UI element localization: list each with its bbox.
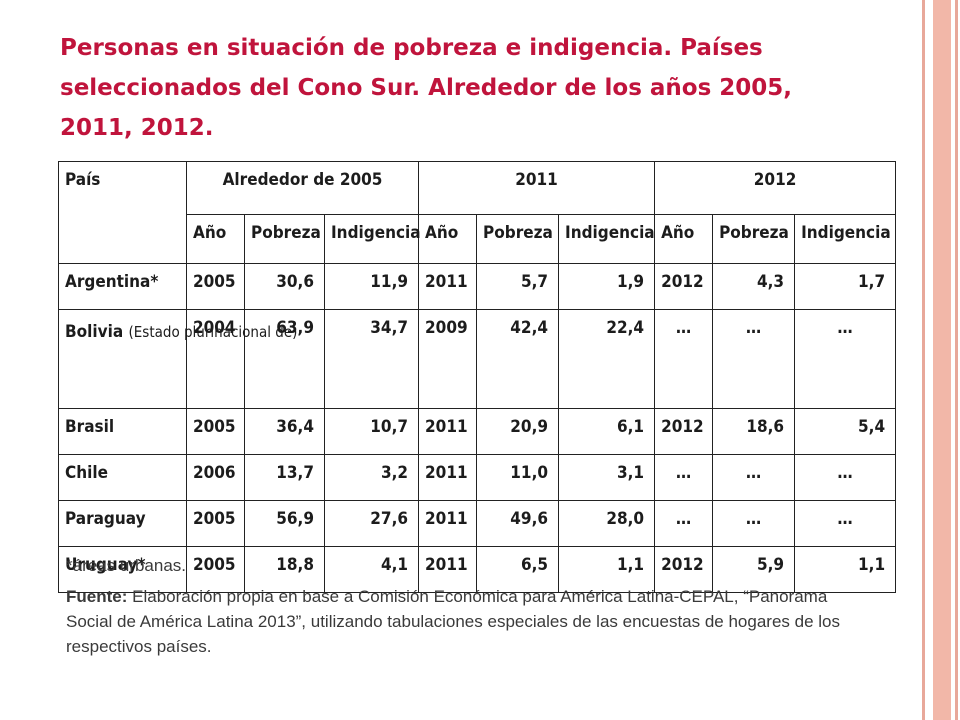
table-cell: 1,1 <box>794 546 897 593</box>
table-cell: 2011 <box>418 500 478 547</box>
table-cell: 5,7 <box>476 263 560 310</box>
table-cell: 30,6 <box>244 263 325 310</box>
table-cell: 3,2 <box>323 454 420 501</box>
table-row: Uruguay* 2005 18,8 4,1 2011 6,5 1,1 2012… <box>58 546 897 593</box>
table-cell: 2011 <box>418 408 478 455</box>
table-cell: 3,1 <box>558 454 656 501</box>
table-cell: 2005 <box>186 408 245 455</box>
table-cell: 6,1 <box>558 408 656 455</box>
table-cell: … <box>712 454 796 501</box>
table-cell: … <box>712 500 796 547</box>
country-name: Argentina* <box>58 263 187 310</box>
table-cell: 2012 <box>654 408 714 455</box>
table-cell: 2005 <box>186 546 245 593</box>
subheader-indigence: Indigencia <box>558 214 656 264</box>
table-cell: 11,9 <box>323 263 420 310</box>
country-name: Paraguay <box>58 500 187 547</box>
table-cell: … <box>654 309 714 409</box>
table-cell: 1,7 <box>794 263 897 310</box>
table-cell: … <box>794 500 897 547</box>
table-cell: … <box>794 454 897 501</box>
table-cell: 18,6 <box>712 408 796 455</box>
table-cell: 2005 <box>186 500 245 547</box>
table-cell: 2012 <box>654 263 714 310</box>
table-cell: … <box>654 454 714 501</box>
country-header: País <box>58 161 187 264</box>
table-cell: 63,9 <box>244 309 325 409</box>
table-cell: 4,1 <box>323 546 420 593</box>
table-cell: 11,0 <box>476 454 560 501</box>
footnotes: *áreas urbanas. Fuente: Elaboración prop… <box>66 553 856 659</box>
subheader-indigence: Indigencia <box>323 214 421 264</box>
table-cell: … <box>794 309 897 409</box>
decorative-right-border <box>916 0 960 720</box>
table-row: Chile 2006 13,7 3,2 2011 11,0 3,1 … … … <box>58 454 897 501</box>
table-cell: 28,0 <box>558 500 656 547</box>
poverty-table: País Alrededor de 2005 2011 2012 Año Pob… <box>58 161 897 593</box>
subheader-year: Año <box>186 214 245 264</box>
subheader-year: Año <box>418 214 478 264</box>
table-cell: 2004 <box>186 309 245 409</box>
group-header-2012: 2012 <box>654 161 897 215</box>
table-cell: … <box>654 500 714 547</box>
table-cell: … <box>712 309 796 409</box>
table-cell: 2011 <box>418 454 478 501</box>
group-header-2011: 2011 <box>418 161 656 215</box>
table-cell: 42,4 <box>476 309 560 409</box>
table-cell: 2005 <box>186 263 245 310</box>
table-row: Brasil 2005 36,4 10,7 2011 20,9 6,1 2012… <box>58 408 897 455</box>
table-cell: 2011 <box>418 546 478 593</box>
subheader-poverty: Pobreza <box>712 214 796 264</box>
table-cell: 10,7 <box>323 408 420 455</box>
country-name: Bolivia (Estado plurinacional de) <box>58 309 297 409</box>
source-text: Elaboración propia en base a Comisión Ec… <box>66 587 840 656</box>
table-cell: 49,6 <box>476 500 560 547</box>
table-row: Argentina* 2005 30,6 11,9 2011 5,7 1,9 2… <box>58 263 897 310</box>
country-name: Uruguay* <box>58 546 187 593</box>
table-cell: 1,1 <box>558 546 656 593</box>
table-cell: 36,4 <box>244 408 325 455</box>
source-label: Fuente: <box>66 587 128 606</box>
table-cell: 22,4 <box>558 309 656 409</box>
table-cell: 34,7 <box>323 309 420 409</box>
subheader-poverty: Pobreza <box>476 214 560 264</box>
table-cell: 27,6 <box>323 500 420 547</box>
table-cell: 13,7 <box>244 454 325 501</box>
table-row: Bolivia (Estado plurinacional de) 2004 6… <box>58 309 897 409</box>
subheader-poverty: Pobreza <box>244 214 325 264</box>
table-cell: 2006 <box>186 454 245 501</box>
subheader-year: Año <box>654 214 714 264</box>
table-row: Paraguay 2005 56,9 27,6 2011 49,6 28,0 …… <box>58 500 897 547</box>
country-name: Brasil <box>58 408 187 455</box>
table-cell: 56,9 <box>244 500 325 547</box>
slide-title: Personas en situación de pobreza e indig… <box>60 35 793 141</box>
table-cell: 2009 <box>418 309 478 409</box>
country-label: Bolivia <box>65 322 124 342</box>
country-name: Chile <box>58 454 187 501</box>
table-cell: 5,9 <box>712 546 796 593</box>
table-cell: 4,3 <box>712 263 796 310</box>
table-cell: 6,5 <box>476 546 560 593</box>
source-citation: Fuente: Elaboración propia en base a Com… <box>66 584 856 659</box>
table-cell: 20,9 <box>476 408 560 455</box>
table-cell: 5,4 <box>794 408 897 455</box>
subheader-indigence: Indigencia <box>794 214 897 264</box>
table-cell: 1,9 <box>558 263 656 310</box>
group-header-2005: Alrededor de 2005 <box>185 161 420 215</box>
table-cell: 2012 <box>654 546 714 593</box>
table-cell: 2011 <box>418 263 478 310</box>
footnote-urban-areas: *áreas urbanas. <box>66 556 187 575</box>
